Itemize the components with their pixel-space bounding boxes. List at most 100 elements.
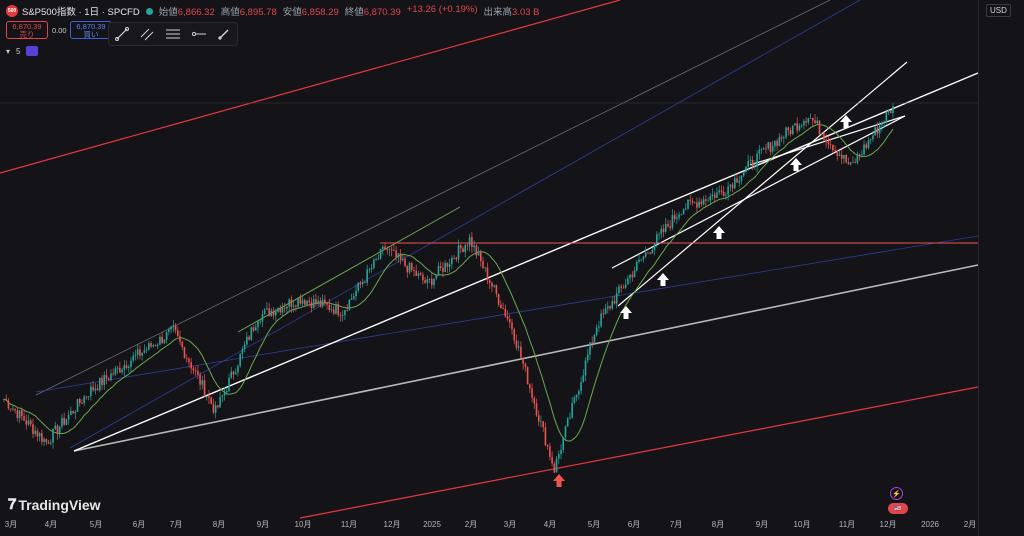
fib-icon[interactable] (165, 26, 181, 42)
candle-body (234, 372, 237, 375)
x-tick-label: 11月 (839, 520, 855, 529)
candle-body (878, 125, 881, 134)
candle-body (364, 282, 366, 284)
candle-body (34, 430, 36, 434)
candle-body (807, 118, 810, 123)
candle-body (664, 223, 667, 232)
candle-body (408, 262, 411, 273)
candle-body (856, 154, 859, 163)
candle-body (533, 397, 536, 404)
candle-body (791, 125, 794, 135)
candle-body (45, 439, 48, 443)
candle-body (148, 343, 150, 350)
candle-body (687, 199, 689, 209)
candle-body (248, 336, 250, 340)
candle-body (872, 135, 874, 140)
candle-body (335, 304, 337, 314)
candle-body (125, 365, 128, 369)
candle-body (468, 237, 471, 246)
sell-button[interactable]: 6,870.39 売り (6, 21, 48, 39)
currency-selector[interactable]: USD (986, 4, 1011, 17)
candle-body (308, 300, 311, 303)
change-value: +13.26 (+0.19%) (406, 4, 478, 15)
candle-body (457, 245, 460, 260)
tradingview-logo[interactable]: 𝟕 TradingView (8, 496, 101, 513)
candle-body (330, 309, 333, 311)
trend-line-icon[interactable] (114, 26, 130, 42)
candle-body (101, 377, 103, 385)
candle-body (881, 123, 883, 126)
candle-body (54, 425, 57, 429)
candle-body (7, 400, 10, 409)
white-trend-line (73, 72, 979, 452)
candle-body (707, 200, 709, 202)
candle-body (823, 133, 825, 140)
candle-body (705, 199, 707, 201)
us-flag-badge[interactable]: 🇺🇸 (888, 503, 908, 514)
candle-body (640, 259, 643, 261)
parallel-channel-icon[interactable] (139, 26, 155, 42)
candle-body (635, 261, 638, 271)
candle-body (667, 223, 669, 227)
candle-body (660, 228, 663, 234)
candle-body (642, 256, 645, 260)
candle-body (876, 127, 879, 134)
candle-body (239, 353, 241, 366)
candle-body (257, 321, 259, 328)
event-flash-icon[interactable]: ⚡ (890, 487, 903, 500)
candle-body (221, 395, 224, 397)
candle-body (105, 375, 108, 379)
candle-body (680, 214, 683, 216)
candle-body (615, 292, 618, 304)
candle-body (406, 265, 409, 273)
candle-body (662, 228, 665, 232)
candle-body (350, 298, 353, 300)
candle-body (883, 122, 885, 124)
candle-body (869, 139, 872, 141)
candle-body (488, 280, 491, 283)
candle-body (702, 199, 705, 205)
candle-body (455, 258, 458, 260)
candle-body (134, 354, 137, 356)
candle-body (500, 304, 502, 309)
candle-body (584, 360, 587, 376)
x-tick-label: 2025 (423, 520, 441, 529)
candle-body (482, 261, 484, 269)
candle-body (116, 367, 119, 369)
candle-body (502, 308, 504, 310)
candle-body (83, 396, 86, 404)
candle-body (85, 396, 88, 398)
candle-body (402, 259, 404, 260)
candle-body (713, 194, 716, 199)
horizontal-ray-icon[interactable] (191, 26, 207, 42)
candle-body (156, 344, 159, 346)
candle-body (373, 259, 375, 268)
candle-body (127, 366, 130, 369)
candle-body (473, 245, 475, 248)
indicator-row[interactable]: ▾ 5 (6, 46, 39, 56)
candle-body (56, 425, 59, 434)
x-tick-label: 12月 (880, 520, 897, 529)
collapse-icon[interactable]: ▾ (6, 46, 11, 56)
buy-button[interactable]: 6,870.39 買い (70, 21, 112, 39)
candle-body (834, 150, 836, 152)
candle-body (254, 327, 257, 331)
gray-support-line (73, 264, 979, 452)
symbol-title[interactable]: S&P500指数 · 1日 · SPCFD (22, 7, 140, 18)
candle-body (208, 396, 210, 398)
x-tick-label: 2026 (921, 520, 939, 529)
candle-body (711, 194, 714, 197)
candle-body (355, 290, 357, 297)
price-axis[interactable] (978, 0, 1024, 536)
candle-body (595, 327, 598, 335)
candle-body (718, 190, 721, 193)
candle-body (281, 307, 284, 313)
candle-body (573, 397, 576, 403)
x-tick-label: 6月 (628, 520, 640, 529)
buy-label: 買い (83, 30, 99, 39)
symbol-header: 500 S&P500指数 · 1日 · SPCFD 始値6,866.32 高値6… (0, 0, 978, 22)
brush-icon[interactable] (216, 26, 232, 42)
x-tick-label: 5月 (588, 520, 600, 529)
candle-body (103, 375, 106, 385)
